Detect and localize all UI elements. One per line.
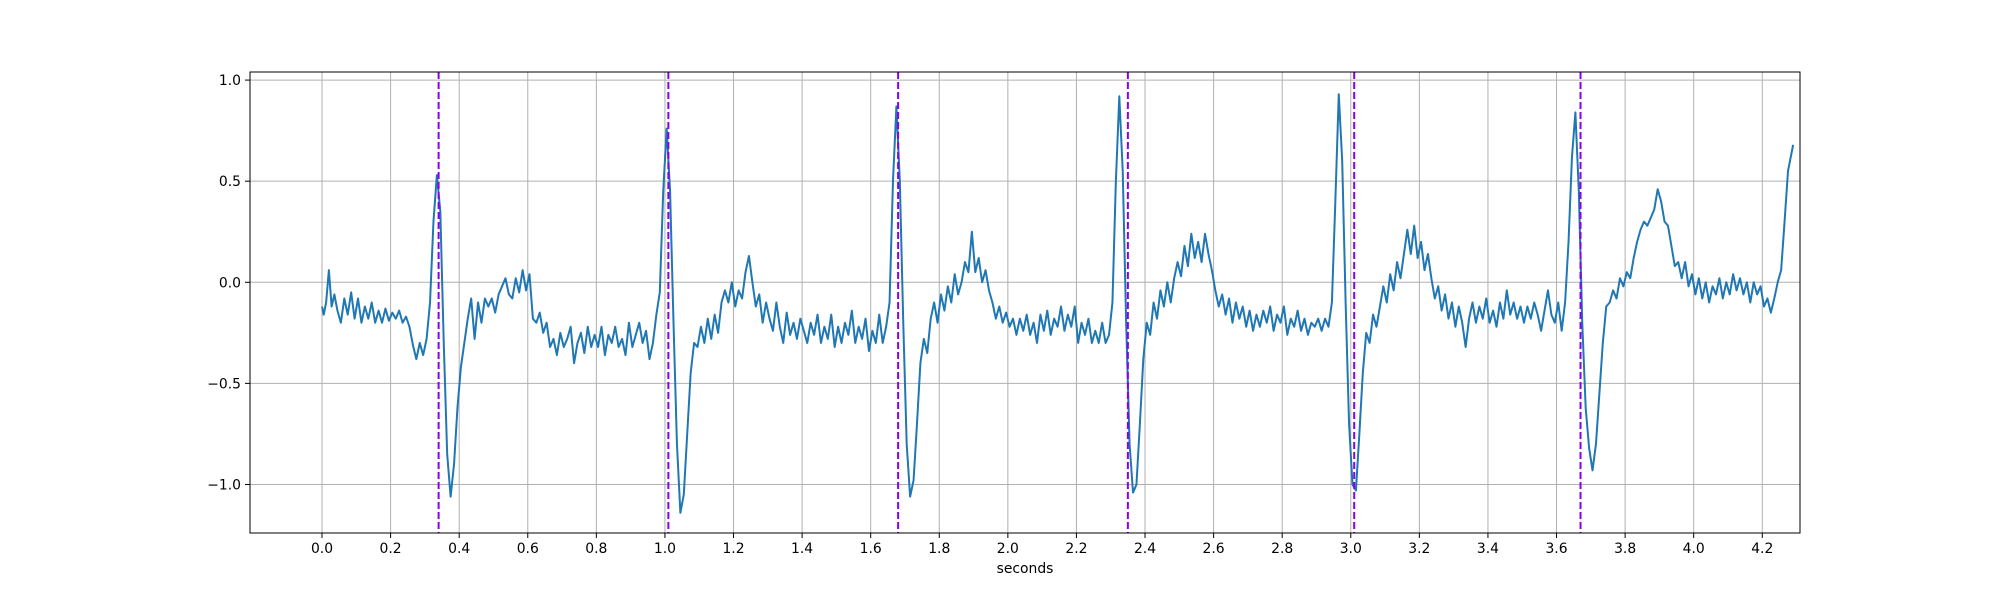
x-tick-label: 1.4 — [791, 541, 813, 557]
x-tick-label: 2.2 — [1065, 541, 1087, 557]
x-tick-label: 0.6 — [517, 541, 539, 557]
y-tick-label: −0.5 — [207, 376, 241, 392]
x-tick-label: 0.8 — [585, 541, 607, 557]
series-layer — [321, 93, 1795, 514]
gridlines — [250, 72, 1800, 533]
x-tick-label: 0.4 — [448, 541, 470, 557]
x-tick-label: 4.0 — [1683, 541, 1705, 557]
x-tick-label: 2.6 — [1203, 541, 1225, 557]
peak-markers — [437, 72, 1582, 533]
x-tick-label: 0.2 — [380, 541, 402, 557]
y-axis-ticks: −1.0 −0.5 0.0 0.5 1.0 — [207, 73, 250, 493]
x-tick-label: 2.8 — [1271, 541, 1293, 557]
y-tick-label: 0.5 — [219, 174, 241, 190]
x-tick-label: 1.2 — [722, 541, 744, 557]
x-axis-ticks: 0.0 0.2 0.4 0.6 0.8 1.0 1.2 1.4 1.6 1.8 2.0 2.2 2.4 2… — [311, 533, 1773, 557]
x-tick-label: 4.2 — [1751, 541, 1773, 557]
x-axis-label: seconds — [997, 561, 1054, 577]
x-tick-label: 2.0 — [997, 541, 1019, 557]
x-tick-label: 3.8 — [1614, 541, 1636, 557]
x-tick-label: 3.0 — [1340, 541, 1362, 557]
x-tick-label: 3.6 — [1545, 541, 1567, 557]
x-tick-label: 2.4 — [1134, 541, 1156, 557]
y-tick-label: −1.0 — [207, 477, 241, 493]
x-tick-label: 1.6 — [860, 541, 882, 557]
y-tick-label: 0.0 — [219, 275, 241, 291]
x-tick-label: 1.8 — [928, 541, 950, 557]
signal-line — [321, 93, 1795, 514]
x-tick-label: 0.0 — [311, 541, 333, 557]
y-tick-label: 1.0 — [219, 73, 241, 89]
x-tick-label: 3.4 — [1477, 541, 1499, 557]
x-tick-label: 3.2 — [1408, 541, 1430, 557]
x-tick-label: 1.0 — [654, 541, 676, 557]
plot-area-frame — [249, 71, 1801, 534]
